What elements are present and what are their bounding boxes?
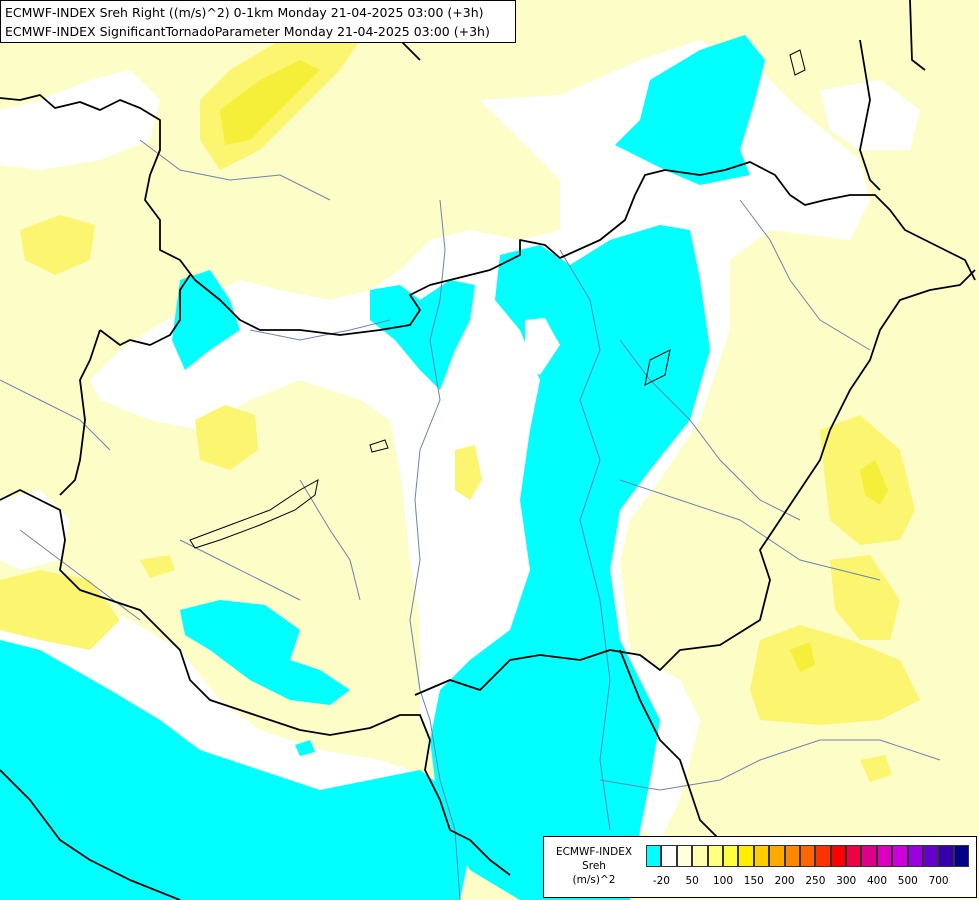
cyan-zones [0, 35, 765, 900]
legend-tick-label: 300 [836, 875, 857, 887]
legend-swatch [738, 845, 754, 867]
legend-swatch [923, 845, 939, 867]
legend-swatch [815, 845, 831, 867]
legend-swatch [938, 845, 954, 867]
legend-swatches [646, 845, 970, 867]
legend-swatch [676, 845, 693, 867]
legend-swatch [892, 845, 908, 867]
legend-swatch [830, 845, 847, 867]
legend-swatch [799, 845, 816, 867]
legend-title-line-3: (m/s)^2 [572, 874, 616, 886]
legend-tick-label: 500 [897, 875, 918, 887]
rivers [0, 139, 941, 900]
legend-swatch [707, 845, 723, 867]
legend-swatch [861, 845, 877, 867]
legend-title: ECMWF-INDEX Sreh (m/s)^2 [548, 845, 640, 887]
legend-swatch [753, 845, 770, 867]
map-title: ECMWF-INDEX Sreh Right ((m/s)^2) 0-1km M… [0, 0, 516, 43]
legend-title-line-1: ECMWF-INDEX [555, 846, 633, 858]
legend-ticks: -20 50 100 150 200 250 300 400 500 700 [646, 875, 971, 891]
legend-tick-label: 700 [928, 875, 949, 887]
legend-tick-label: 400 [866, 875, 888, 887]
yellow-zones [0, 30, 920, 782]
title-line-1: ECMWF-INDEX Sreh Right ((m/s)^2) 0-1km M… [5, 5, 484, 20]
legend-title-line-2: Sreh [582, 860, 606, 872]
legend-tick-label: 250 [805, 875, 826, 887]
legend-swatch [907, 845, 924, 867]
legend-swatch [876, 845, 893, 867]
legend-swatch [692, 845, 708, 867]
legend-swatch [661, 845, 677, 867]
legend-swatch [769, 845, 785, 867]
legend-tick-label: -20 [652, 875, 670, 887]
legend-tick-label: 100 [712, 875, 734, 887]
title-line-2: ECMWF-INDEX SignificantTornadoParameter … [5, 24, 490, 39]
legend-tick-label: 50 [685, 875, 699, 887]
legend-swatch [722, 845, 739, 867]
lakes [189, 49, 806, 549]
legend-tick-label: 200 [774, 875, 795, 887]
legend-swatch [953, 845, 970, 867]
legend-swatch [646, 845, 662, 867]
legend-tick-label: 150 [743, 875, 764, 887]
legend-swatch [784, 845, 800, 867]
color-legend: ECMWF-INDEX Sreh (m/s)^2 -20 50 100 150 200 2… [543, 836, 977, 898]
legend-swatch [846, 845, 862, 867]
